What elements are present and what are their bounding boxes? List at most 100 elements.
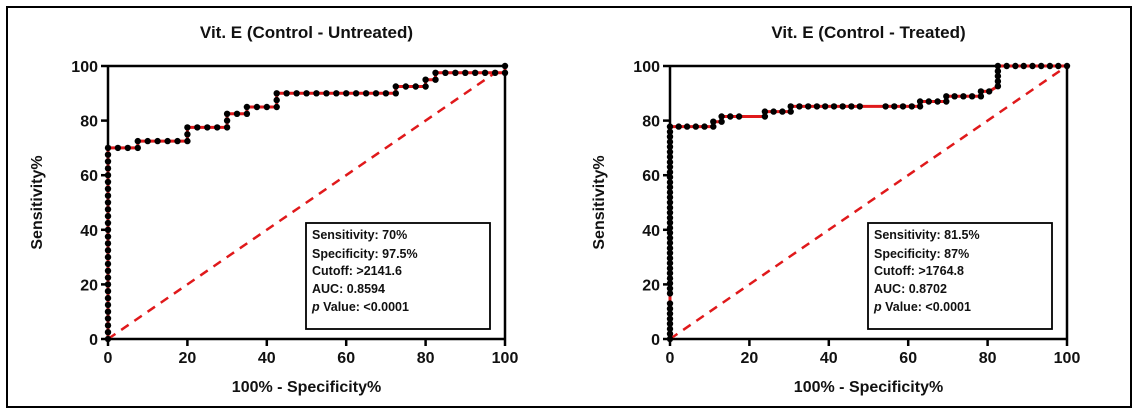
roc-data-point: [452, 69, 459, 77]
roc-data-point: [104, 144, 112, 152]
roc-data-point: [666, 163, 674, 171]
roc-data-point: [1020, 62, 1027, 70]
reference-line: [107, 64, 506, 341]
roc-data-point: [899, 103, 907, 110]
roc-data-point: [273, 96, 280, 104]
roc-data-point: [154, 137, 161, 145]
y-tick-label: 100: [71, 59, 98, 76]
roc-data-point: [666, 153, 674, 161]
x-tick-label: 80: [979, 350, 997, 367]
roc-data-point: [666, 305, 674, 312]
roc-data-point: [392, 90, 399, 97]
roc-data-point: [104, 294, 112, 302]
p-italic: p: [311, 300, 320, 314]
roc-data-point: [856, 103, 863, 110]
roc-data-point: [666, 224, 674, 232]
roc-data-point: [977, 88, 985, 95]
roc-data-point: [104, 212, 112, 220]
stats-annotation-line: Specificity: 97.5%: [312, 247, 418, 261]
roc-data-point: [666, 285, 674, 292]
roc-data-point: [184, 124, 191, 131]
roc-data-point: [352, 90, 360, 97]
x-tick-label: 40: [258, 350, 276, 367]
roc-data-point: [666, 335, 674, 343]
x-tick-label: 20: [741, 350, 759, 367]
roc-data-point: [813, 103, 821, 110]
roc-data-point: [830, 103, 838, 110]
roc-data-point: [194, 124, 201, 131]
x-tick-label: 40: [820, 350, 838, 367]
roc-data-point: [675, 123, 682, 130]
roc-data-point: [994, 62, 1002, 70]
roc-data-point: [104, 240, 112, 247]
roc-data-point: [1038, 62, 1045, 70]
roc-data-point: [994, 68, 1002, 75]
y-tick-label: 80: [642, 114, 660, 131]
roc-data-point: [263, 103, 270, 111]
roc-data-point: [839, 103, 846, 110]
y-tick-label: 80: [80, 114, 98, 131]
roc-data-point: [1029, 62, 1036, 70]
roc-data-point: [362, 90, 370, 97]
roc-data-point: [104, 199, 112, 206]
roc-data-point: [104, 233, 112, 240]
roc-data-point: [104, 322, 112, 329]
x-axis-label: 100% - Specificity%: [232, 379, 381, 396]
roc-data-point: [994, 78, 1002, 85]
y-axis-label: Sensitivity%: [591, 155, 608, 249]
roc-data-point: [666, 133, 674, 140]
x-tick-label: 80: [417, 350, 435, 367]
roc-data-point: [432, 69, 439, 77]
roc-data-point: [994, 83, 1002, 90]
roc-data-point: [710, 118, 717, 125]
roc-data-point: [184, 137, 191, 145]
roc-data-point: [916, 98, 924, 105]
roc-data-point: [104, 206, 112, 213]
x-tick-label: 0: [666, 350, 675, 367]
roc-data-point: [882, 103, 889, 110]
roc-data-point: [891, 103, 898, 110]
roc-data-point: [934, 98, 941, 105]
stats-annotation-line: AUC: 0.8702: [874, 282, 947, 296]
roc-data-point: [666, 169, 674, 176]
roc-data-point: [761, 113, 769, 120]
roc-data-point: [666, 330, 674, 337]
roc-data-point: [1012, 62, 1019, 70]
roc-data-point: [666, 239, 674, 247]
roc-data-point: [761, 108, 769, 115]
y-tick-label: 100: [633, 59, 660, 76]
roc-data-point: [710, 123, 717, 130]
roc-data-point: [666, 255, 674, 262]
stats-annotation-text: Value: <0.0001: [320, 300, 409, 314]
roc-data-point: [104, 151, 112, 158]
roc-data-point: [666, 234, 674, 242]
roc-data-point: [666, 280, 674, 287]
stats-annotation-text: Value: <0.0001: [882, 300, 971, 314]
roc-data-point: [1055, 62, 1062, 70]
roc-data-point: [666, 123, 674, 130]
x-tick-label: 60: [337, 350, 355, 367]
stats-annotation-text: Sensitivity: 81.5%: [874, 228, 980, 242]
roc-data-point: [666, 290, 674, 297]
roc-data-point: [666, 325, 674, 333]
roc-data-point: [273, 90, 280, 97]
roc-data-point: [223, 117, 231, 124]
x-tick-label: 20: [179, 350, 197, 367]
y-tick-label: 60: [642, 168, 660, 185]
roc-data-point: [323, 90, 330, 97]
roc-data-point: [402, 83, 409, 90]
roc-data-point: [104, 288, 112, 295]
roc-data-point: [796, 103, 803, 110]
roc-data-point: [787, 108, 794, 115]
roc-data-point: [223, 124, 231, 131]
roc-data-point: [501, 69, 509, 77]
roc-data-point: [666, 158, 674, 166]
roc-data-point: [701, 123, 708, 130]
roc-data-point: [501, 62, 509, 70]
roc-data-point: [666, 148, 674, 156]
roc-data-point: [491, 69, 499, 77]
roc-data-point: [805, 103, 812, 110]
roc-data-point: [104, 185, 112, 192]
roc-data-point: [994, 72, 1002, 80]
x-tick-label: 100: [492, 350, 519, 367]
